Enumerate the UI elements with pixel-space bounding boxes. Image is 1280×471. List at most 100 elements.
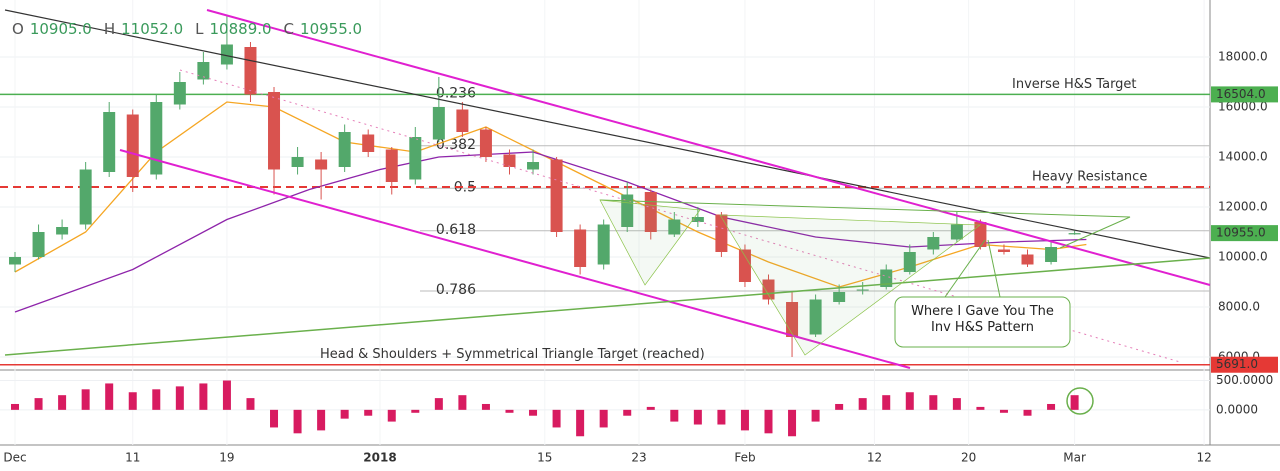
x-tick-label: 19: [219, 451, 234, 465]
macd-bar: [788, 409, 797, 437]
callout-text: Where I Gave You The Inv H&S Pattern: [911, 304, 1054, 335]
macd-bar: [481, 403, 490, 410]
candle-body: [197, 62, 210, 80]
candle-body: [268, 92, 281, 170]
macd-bar: [11, 403, 20, 410]
level-label: Inverse H&S Target: [1012, 77, 1137, 92]
macd-bar: [529, 409, 538, 416]
fib-label: 0.618: [436, 222, 476, 238]
macd-bar: [952, 398, 961, 410]
macd-bar: [811, 409, 820, 422]
x-tick-label: 15: [537, 451, 552, 465]
candle-body: [856, 289, 869, 291]
candle-body: [338, 132, 351, 167]
price-marker-label: 16504.0: [1216, 87, 1266, 101]
candle-body: [974, 222, 987, 247]
candle-body: [173, 82, 186, 105]
macd-bar: [576, 409, 585, 437]
candle-body: [244, 47, 257, 95]
candle-body: [1068, 233, 1081, 235]
fib-label: 0.786: [436, 282, 476, 298]
channel-bottom: [119, 149, 911, 369]
candle-body: [715, 214, 728, 252]
candle-body: [833, 292, 846, 302]
candle-body: [362, 134, 375, 152]
macd-bar: [623, 409, 632, 416]
price-marker-label: 5691.0: [1216, 357, 1258, 371]
macd-bar: [364, 409, 373, 416]
macd-bar: [175, 386, 184, 410]
ohlc-key: C: [283, 20, 295, 38]
macd-bar: [552, 409, 561, 428]
candle-body: [150, 102, 163, 175]
macd-bar: [340, 409, 349, 419]
x-tick-label: 11: [125, 451, 140, 465]
ohlc-key: H: [103, 20, 116, 38]
candle-body: [315, 159, 328, 170]
macd-tick-label: 500.0000: [1216, 373, 1273, 387]
candle-body: [574, 229, 587, 267]
candle-body: [56, 227, 69, 235]
candle-body: [950, 224, 963, 240]
y-tick-label: 12000.0: [1218, 200, 1268, 214]
candle-body: [691, 217, 704, 222]
candle-body: [997, 249, 1010, 252]
macd-bar: [317, 409, 326, 431]
fib-label: 0.236: [436, 86, 476, 102]
macd-bar: [693, 409, 702, 425]
x-tick-label: 23: [631, 451, 646, 465]
macd-bar: [670, 409, 679, 422]
macd-bar: [882, 395, 891, 410]
candle-body: [738, 249, 751, 282]
macd-bar: [293, 409, 302, 434]
macd-bar: [411, 409, 420, 413]
macd-bar: [58, 395, 67, 410]
y-tick-label: 10000.0: [1218, 250, 1268, 264]
green-trendline: [4, 257, 1211, 356]
x-tick-label: Feb: [734, 451, 755, 465]
macd-bar: [1070, 395, 1079, 410]
macd-bar: [1047, 403, 1056, 410]
macd-bar: [976, 406, 985, 410]
black-trendline: [4, 9, 1211, 259]
candle-body: [550, 159, 563, 232]
macd-bar: [152, 389, 161, 410]
macd-bar: [246, 398, 255, 410]
candle-body: [597, 224, 610, 265]
triangle: [599, 199, 1131, 249]
macd-bar: [434, 398, 443, 410]
candle-body: [456, 109, 469, 132]
macd-bar: [222, 380, 231, 410]
candle-body: [291, 157, 304, 167]
candle-body: [103, 112, 116, 172]
ohlc-value: 10955.0: [300, 20, 363, 38]
trendlines: [4, 9, 1211, 415]
callout-pointer: [944, 239, 986, 298]
level-label: Heavy Resistance: [1032, 170, 1147, 185]
candle-body: [903, 252, 916, 272]
macd-bar: [1023, 409, 1032, 416]
price-marker: [1211, 356, 1278, 373]
channel-top: [206, 9, 1211, 286]
candle-body: [220, 44, 233, 65]
candle-body: [668, 219, 681, 235]
y-tick-label: 8000.0: [1218, 300, 1260, 314]
candle-body: [479, 129, 492, 157]
level-label: Head & Shoulders + Symmetrical Triangle …: [320, 347, 705, 362]
y-tick-label: 18000.0: [1218, 50, 1268, 64]
candle-body: [409, 137, 422, 180]
candle-body: [1021, 254, 1034, 265]
x-tick-label: 20: [961, 451, 976, 465]
macd-bar: [835, 403, 844, 410]
candle-body: [432, 107, 445, 140]
macd-bar: [128, 392, 137, 410]
candle-body: [503, 154, 516, 167]
macd-tick-label: 0.0000: [1216, 402, 1258, 416]
macd-bar: [387, 409, 396, 422]
hs-pattern: [599, 199, 701, 286]
macd-bar: [105, 383, 114, 410]
price-marker: [1211, 225, 1278, 242]
